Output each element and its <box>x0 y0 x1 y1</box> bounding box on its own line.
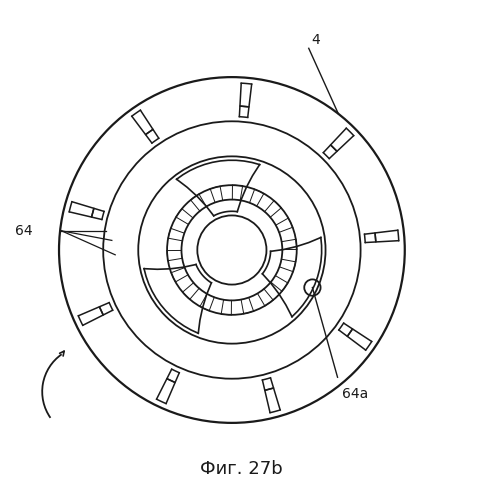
Text: 64a: 64a <box>342 387 369 401</box>
Text: 4: 4 <box>311 33 320 47</box>
Text: 64: 64 <box>15 224 33 238</box>
Text: Фиг. 27b: Фиг. 27b <box>200 460 283 477</box>
